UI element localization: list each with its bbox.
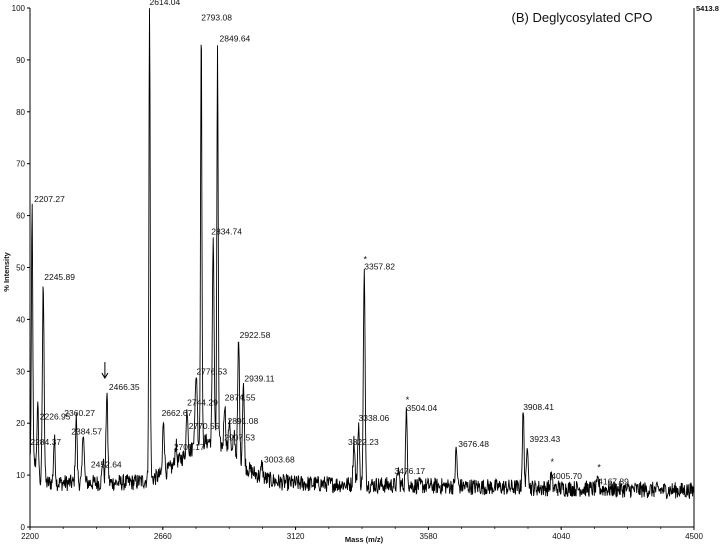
peak-label: 2614.04 xyxy=(150,0,181,7)
y-tick-label: 50 xyxy=(16,264,25,273)
peak-label: 2834.74 xyxy=(211,226,242,236)
peak-label: 3923.43 xyxy=(530,434,561,444)
peak-label: 2705.17 xyxy=(174,442,205,452)
peak-label: 2226.95 xyxy=(40,412,71,422)
y-tick-label: 80 xyxy=(16,108,25,117)
peak-label: 2939.11 xyxy=(244,374,274,384)
peak-label: 2744.29 xyxy=(187,398,218,408)
peak-label: 3908.41 xyxy=(523,402,554,412)
x-tick-label: 4500 xyxy=(685,532,703,541)
peak-label: 2360.27 xyxy=(64,408,95,418)
peak-label: 2849.64 xyxy=(220,33,251,43)
peak-label: 3003.68 xyxy=(264,455,295,465)
x-tick-label: 2660 xyxy=(154,532,172,541)
peak-label: 3676.48 xyxy=(458,439,489,449)
max-intensity-label: 5413.8 xyxy=(696,4,719,13)
peak-label: 2907.53 xyxy=(224,433,255,443)
peak-label: 3338.06 xyxy=(359,413,390,423)
y-tick-label: 40 xyxy=(16,315,25,324)
asterisk-marker: * xyxy=(597,462,601,472)
peak-labels: 2207.27 2226.95 2245.89 2284.37 2360.27 2384.… xyxy=(30,0,629,486)
peak-label: 2793.08 xyxy=(201,13,232,23)
spectrum-line xyxy=(29,8,695,500)
arrow-marker-head xyxy=(101,372,109,380)
x-axis-label: Mass (m/z) xyxy=(345,535,384,544)
y-tick-label: 10 xyxy=(16,471,25,480)
chart-title: (B) Deglycosylated CPO xyxy=(512,10,653,25)
x-tick-label: 3580 xyxy=(420,532,438,541)
peak-label: 2770.55 xyxy=(189,421,220,431)
asterisk-marker: * xyxy=(363,255,367,265)
axes: 0 10 20 30 40 50 60 70 80 90 100 2200 2660 3120 3580 40… xyxy=(12,4,704,541)
asterisk-marker: * xyxy=(406,395,410,405)
peak-label: 2452.64 xyxy=(91,460,122,470)
y-tick-label: 70 xyxy=(16,160,25,169)
y-tick-label: 20 xyxy=(16,419,25,428)
y-tick-label: 0 xyxy=(21,523,26,532)
peak-label: 4167.89 xyxy=(598,476,629,486)
y-tick-label: 90 xyxy=(16,56,25,65)
x-tick-label: 3120 xyxy=(287,532,305,541)
peak-label: 3504.04 xyxy=(406,403,437,413)
spectrum-trace xyxy=(29,8,695,500)
y-axis-label: % Intensity xyxy=(2,251,11,291)
peak-label: 3322.23 xyxy=(348,437,379,447)
y-tick-label: 60 xyxy=(16,212,25,221)
peak-label: 4005.70 xyxy=(551,471,582,481)
peak-label: 3357.82 xyxy=(364,262,395,272)
peak-label: 2662.67 xyxy=(162,408,193,418)
peak-label: 2284.37 xyxy=(30,437,61,447)
peak-label: 2245.89 xyxy=(44,272,75,282)
x-tick-label: 4040 xyxy=(552,532,570,541)
peak-label: 2891.08 xyxy=(228,416,259,426)
peak-label: 2922.58 xyxy=(240,330,271,340)
peak-label: 2776.53 xyxy=(196,366,227,376)
peak-label: 2466.35 xyxy=(109,382,140,392)
asterisk-marker: * xyxy=(551,457,555,467)
y-tick-label: 100 xyxy=(12,4,26,13)
y-tick-label: 30 xyxy=(16,367,25,376)
peak-label: 2207.27 xyxy=(34,194,65,204)
peak-label: 3476.17 xyxy=(394,466,425,476)
peak-label: 2874.55 xyxy=(225,392,256,402)
x-tick-label: 2200 xyxy=(21,532,39,541)
peak-label: 2384.57 xyxy=(71,426,102,436)
